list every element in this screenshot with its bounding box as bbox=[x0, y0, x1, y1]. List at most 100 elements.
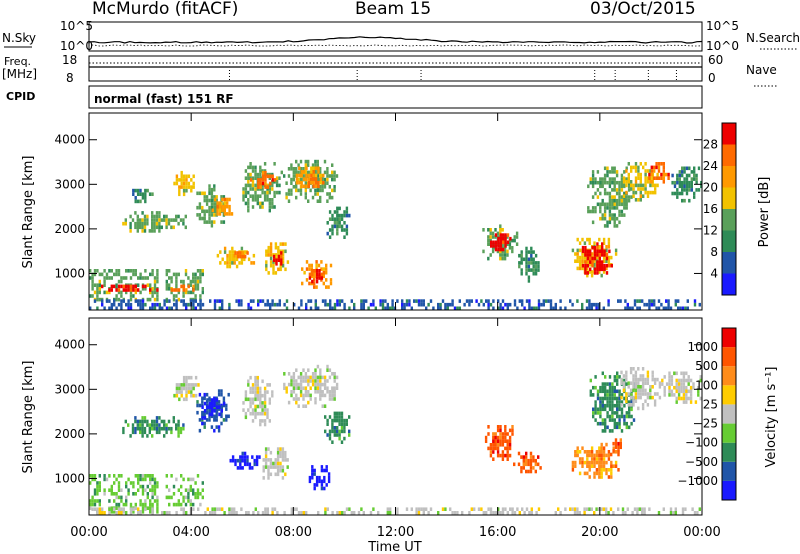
velocity-cell bbox=[618, 375, 621, 379]
power-cell bbox=[144, 287, 147, 291]
velocity-cell bbox=[532, 466, 535, 470]
power-cell bbox=[284, 242, 287, 246]
power-cell bbox=[184, 214, 187, 219]
velocity-cell bbox=[513, 511, 517, 515]
power-cell bbox=[267, 249, 270, 254]
velocity-cell bbox=[115, 492, 118, 496]
power-cell bbox=[321, 299, 325, 303]
power-cell bbox=[315, 276, 319, 280]
power-cell bbox=[278, 299, 281, 303]
power-cell bbox=[287, 188, 291, 193]
velocity-cell bbox=[345, 418, 348, 423]
power-cell bbox=[618, 209, 621, 214]
power-cell bbox=[122, 284, 125, 289]
power-cell bbox=[271, 299, 274, 303]
power-cell bbox=[598, 267, 601, 272]
velocity-cbar-segment bbox=[722, 366, 736, 386]
velocity-cell bbox=[588, 507, 591, 511]
power-cell bbox=[269, 249, 273, 254]
power-cell bbox=[625, 169, 628, 173]
power-cell bbox=[115, 306, 118, 311]
velocity-cell bbox=[153, 481, 157, 485]
power-cell bbox=[603, 180, 607, 185]
power-cell bbox=[591, 195, 595, 199]
velocity-cell bbox=[307, 368, 310, 372]
power-cell bbox=[660, 172, 663, 177]
velocity-cell bbox=[297, 375, 300, 380]
velocity-cbar-segment bbox=[722, 442, 736, 462]
velocity-cell bbox=[675, 385, 678, 390]
power-cell bbox=[319, 170, 322, 175]
power-cell bbox=[226, 212, 229, 216]
power-cell bbox=[618, 195, 621, 199]
velocity-cell bbox=[264, 450, 268, 455]
velocity-cell bbox=[504, 432, 507, 436]
velocity-cell bbox=[634, 377, 638, 382]
velocity-cell bbox=[295, 507, 298, 511]
velocity-cell bbox=[596, 421, 600, 426]
power-cell bbox=[685, 180, 689, 185]
power-cell bbox=[523, 306, 526, 311]
power-cell bbox=[127, 299, 130, 303]
power-cell bbox=[265, 263, 268, 268]
power-cell bbox=[285, 306, 289, 311]
velocity-cbar-segment bbox=[722, 461, 736, 481]
velocity-cell bbox=[578, 460, 582, 465]
power-cell bbox=[598, 237, 601, 242]
power-cell bbox=[601, 213, 604, 217]
nsearch-line bbox=[88, 44, 703, 47]
power-cell bbox=[257, 181, 260, 186]
power-cell bbox=[151, 306, 154, 311]
power-cell bbox=[613, 224, 616, 228]
velocity-cell bbox=[328, 375, 332, 380]
velocity-cell bbox=[604, 425, 607, 430]
power-cell bbox=[494, 247, 498, 252]
velocity-cell bbox=[641, 507, 644, 511]
power-cell bbox=[199, 276, 202, 280]
velocity-cell bbox=[674, 511, 677, 515]
power-cell bbox=[218, 212, 222, 216]
velocity-cell bbox=[262, 476, 265, 480]
power-cell bbox=[490, 244, 493, 248]
power-cell bbox=[622, 180, 626, 184]
velocity-cell bbox=[534, 458, 537, 463]
velocity-cell bbox=[129, 511, 133, 515]
power-cell bbox=[271, 201, 274, 206]
power-cell bbox=[601, 242, 604, 246]
power-cell bbox=[122, 299, 125, 303]
power-patch bbox=[211, 197, 234, 216]
power-cell bbox=[446, 302, 449, 307]
power-cell bbox=[325, 278, 328, 282]
velocity-cell bbox=[227, 392, 230, 397]
velocity-cell bbox=[134, 502, 137, 507]
power-cell bbox=[591, 245, 594, 250]
power-cell bbox=[502, 233, 505, 237]
power-cell bbox=[602, 306, 605, 311]
power-cell bbox=[153, 218, 156, 222]
power-cell bbox=[327, 285, 330, 289]
velocity-cell bbox=[304, 372, 308, 376]
power-cell bbox=[673, 180, 677, 185]
power-patch bbox=[122, 211, 187, 233]
velocity-cell bbox=[323, 375, 327, 380]
power-cell bbox=[96, 269, 99, 273]
velocity-cell bbox=[246, 458, 249, 463]
power-cell bbox=[593, 302, 596, 307]
power-cell bbox=[131, 218, 135, 222]
power-cell bbox=[693, 302, 697, 307]
power-cell bbox=[144, 276, 147, 280]
power-cell bbox=[184, 272, 188, 277]
velocity-cell bbox=[340, 440, 344, 444]
velocity-cell bbox=[506, 511, 509, 515]
power-cell bbox=[681, 166, 684, 171]
power-cell bbox=[522, 257, 526, 262]
power-cell bbox=[271, 198, 274, 202]
power-cell bbox=[599, 191, 602, 196]
velocity-cell bbox=[598, 464, 601, 468]
power-cell bbox=[105, 272, 109, 277]
power-cell bbox=[693, 299, 697, 303]
power-cell bbox=[615, 224, 619, 228]
power-cell bbox=[323, 170, 327, 175]
power-cell bbox=[503, 246, 507, 250]
velocity-cell bbox=[243, 462, 247, 467]
